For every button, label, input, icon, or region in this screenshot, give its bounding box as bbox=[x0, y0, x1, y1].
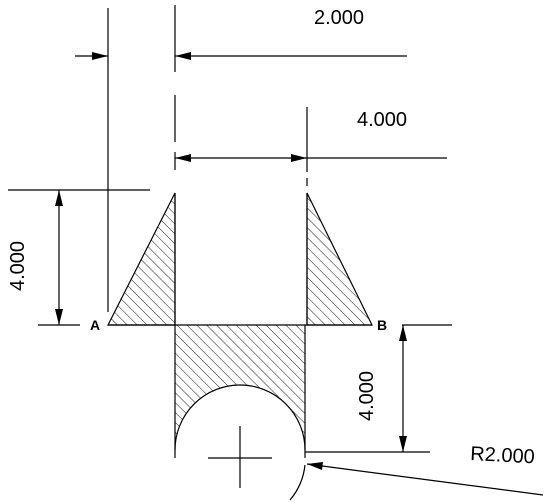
dim-4000-right-label: 4.000 bbox=[356, 371, 378, 421]
right-triangle-section bbox=[306, 192, 373, 326]
point-a-label: A bbox=[90, 317, 100, 333]
left-triangle-section bbox=[107, 192, 176, 326]
point-b-label: B bbox=[377, 317, 387, 333]
circular-cutout-arc bbox=[174, 384, 306, 451]
radius-leader-arrow bbox=[307, 462, 323, 470]
dim-4000-right-arrow-top bbox=[399, 325, 407, 341]
radius-leader bbox=[306, 463, 544, 496]
dim-4000-h-arrow-right bbox=[291, 154, 307, 162]
dim-2000-label: 2.000 bbox=[314, 7, 364, 29]
dim-4000-right-arrow-bottom bbox=[399, 436, 407, 452]
dim-2000-arrow-right bbox=[175, 52, 191, 60]
dim-4000-left-arrow-top bbox=[55, 190, 63, 206]
dim-4000-left-label: 4.000 bbox=[7, 241, 29, 291]
body-section bbox=[175, 325, 305, 450]
radius-label: R2.000 bbox=[470, 443, 536, 468]
circle-lower-arc-right bbox=[289, 464, 306, 501]
dim-4000-left-arrow-bottom bbox=[55, 309, 63, 325]
dim-4000-h-arrow-left bbox=[175, 154, 191, 162]
dim-2000-arrow-left bbox=[92, 52, 108, 60]
dim-4000-h-label: 4.000 bbox=[357, 109, 407, 131]
